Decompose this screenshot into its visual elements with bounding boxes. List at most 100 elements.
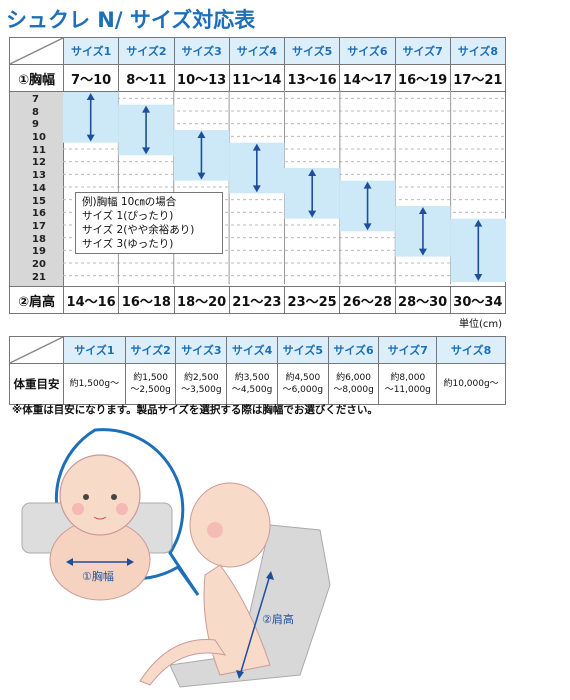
size-header: サイズ3 (173, 37, 230, 65)
shoulder-value: 21～23 (228, 286, 286, 314)
weight-value: 約10,000g～ (436, 363, 506, 405)
arrow-head (308, 169, 317, 176)
scale-number: 19 (32, 246, 46, 258)
size-header-row: サイズ1 サイズ2 サイズ3 サイズ4 サイズ5 サイズ6 サイズ7 サイズ8 (9, 37, 507, 65)
chest-row: ①胸幅 7～10 8～11 10～13 11～14 13～16 14～17 16… (9, 64, 507, 92)
arrow-head (197, 172, 206, 180)
baby-side-figure (139, 482, 331, 688)
size-range-graph (63, 90, 506, 284)
example-line: 例)胸幅 10㎝の場合 (82, 196, 177, 208)
arrow-head (308, 210, 317, 218)
chest-value: 10～13 (173, 64, 230, 92)
size-header: サイズ1 (63, 336, 126, 364)
chest-value: 17～21 (449, 64, 507, 92)
chest-value: 16～19 (394, 64, 451, 92)
size-header: サイズ4 (228, 37, 286, 65)
example-line: サイズ 2(やや余裕あり) (82, 224, 195, 236)
scale-number: 14 (32, 182, 46, 194)
weight-value: 約2,500 ～3,500g (175, 363, 228, 405)
corner-cell (9, 336, 64, 364)
scale-number: 17 (32, 220, 46, 232)
size-header: サイズ6 (339, 37, 396, 65)
size-header: サイズ3 (175, 336, 228, 364)
chest-value: 11～14 (228, 64, 286, 92)
size-header: サイズ4 (226, 336, 278, 364)
scale-number: 18 (32, 233, 46, 245)
shoulder-measure-arrow (236, 571, 274, 679)
size-header: サイズ1 (62, 37, 120, 65)
size-header: サイズ2 (124, 336, 177, 364)
arrow-head (474, 274, 483, 281)
chest-value: 13～16 (283, 64, 341, 92)
shoulder-value: 30～34 (449, 286, 507, 314)
scale-column: 7 8 9 10 11 12 13 14 15 16 17 18 19 20 21 (9, 91, 64, 287)
weight-value: 約4,500 ～6,000g (276, 363, 329, 405)
weight-value: 約3,500 ～4,500g (226, 363, 278, 405)
arrow-head (86, 134, 95, 142)
shoulder-value: 26～28 (339, 286, 396, 314)
scale-number: 16 (32, 208, 46, 220)
scale-number: 11 (32, 144, 46, 156)
example-line: サイズ 3(ゆったり) (82, 238, 174, 250)
baby-front-figure (21, 454, 173, 601)
scale-number: 13 (32, 170, 46, 182)
weight-table: サイズ1 サイズ2 サイズ3 サイズ4 サイズ5 サイズ6 サイズ7 サイズ8 … (9, 336, 506, 405)
corner-cell (9, 37, 64, 65)
size-header: サイズ2 (118, 37, 175, 65)
illus-chest-label: ①胸幅 (82, 569, 114, 583)
arrow-head (142, 105, 151, 113)
size-header: サイズ8 (436, 336, 506, 364)
weight-value: 約1,500 ～2,500g (124, 363, 177, 405)
arrow-head (418, 248, 427, 256)
page-title: シュクレ N/ サイズ対応表 (6, 8, 256, 32)
baby-measurement-illustration: ①胸幅 ②肩高 (21, 428, 331, 688)
arrow-head (474, 219, 483, 227)
shoulder-value: 14～16 (62, 286, 120, 314)
size-header: サイズ6 (327, 336, 380, 364)
scale-number: 15 (32, 195, 46, 207)
arrow-head (86, 93, 95, 100)
size-header: サイズ8 (449, 37, 507, 65)
scale-number: 8 (32, 106, 39, 118)
weight-value: 約8,000 ～11,000g (378, 363, 438, 405)
arrow-head (363, 181, 372, 189)
arrow-head (418, 207, 427, 214)
size-header: サイズ7 (378, 336, 438, 364)
weight-value: 約6,000 ～8,000g (327, 363, 380, 405)
scale-number: 20 (32, 258, 46, 270)
unit-label: 単位(cm) (458, 319, 502, 330)
shoulder-value: 28～30 (394, 286, 451, 314)
scale-number: 21 (32, 271, 46, 283)
weight-header-row: サイズ1 サイズ2 サイズ3 サイズ4 サイズ5 サイズ6 サイズ7 サイズ8 (9, 336, 506, 364)
example-line: サイズ 1(ぴったり) (82, 210, 174, 222)
shoulder-row: ②肩高 14～16 16～18 18～20 21～23 23～25 26～28 … (9, 286, 507, 314)
scale-number: 10 (32, 132, 46, 144)
shoulder-label: ②肩高 (9, 286, 64, 314)
example-box: 例)胸幅 10㎝の場合 サイズ 1(ぴったり) サイズ 2(やや余裕あり) サイ… (75, 192, 223, 254)
shoulder-value: 23～25 (283, 286, 341, 314)
scale-number: 12 (32, 157, 46, 169)
chest-label: ①胸幅 (9, 64, 64, 92)
scale-numbers: 7 8 9 10 11 12 13 14 15 16 17 18 19 20 21 (10, 92, 63, 284)
arrow-head (252, 143, 261, 151)
chest-value: 8～11 (118, 64, 175, 92)
chest-value: 14～17 (339, 64, 396, 92)
arrow-head (197, 131, 206, 138)
size-header: サイズ5 (276, 336, 329, 364)
weight-value: 約1,500g～ (63, 363, 126, 405)
chest-value: 7～10 (62, 64, 120, 92)
size-header: サイズ7 (394, 37, 451, 65)
size-header: サイズ5 (283, 37, 341, 65)
arrow-head (363, 223, 372, 231)
weight-label: 体重目安 (9, 363, 64, 405)
shoulder-value: 18～20 (173, 286, 230, 314)
weight-note: ※体重は目安になります。製品サイズを選択する際は胸幅でお選びください。 (12, 404, 378, 416)
scale-number: 7 (32, 94, 39, 105)
shoulder-value: 16～18 (118, 286, 175, 314)
weight-row: 体重目安 約1,500g～ 約1,500 ～2,500g 約2,500 ～3,500… (9, 363, 506, 405)
illus-shoulder-label: ②肩高 (262, 612, 294, 626)
arrow-head (252, 185, 261, 193)
scale-number: 9 (32, 119, 39, 131)
arrow-head (142, 147, 151, 155)
chest-measure-arrow (66, 558, 134, 566)
